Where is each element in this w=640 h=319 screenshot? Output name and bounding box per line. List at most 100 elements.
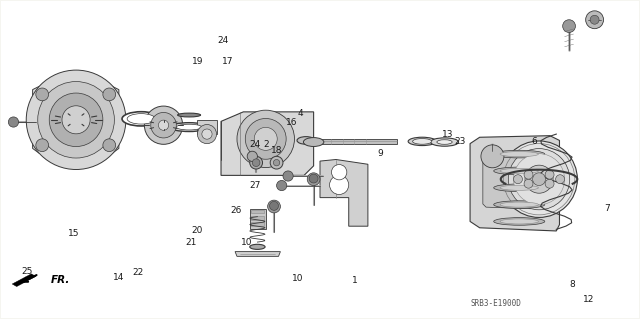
Polygon shape: [221, 112, 314, 175]
Text: 4: 4: [298, 109, 303, 118]
Ellipse shape: [36, 139, 49, 152]
Ellipse shape: [513, 175, 522, 184]
Text: 9: 9: [378, 149, 383, 158]
Ellipse shape: [508, 149, 570, 210]
Ellipse shape: [524, 179, 533, 188]
Ellipse shape: [36, 88, 49, 101]
Ellipse shape: [273, 160, 280, 166]
Ellipse shape: [431, 138, 459, 146]
Text: 20: 20: [192, 226, 203, 234]
Polygon shape: [55, 80, 100, 86]
Ellipse shape: [177, 113, 200, 117]
Ellipse shape: [197, 124, 216, 144]
Ellipse shape: [62, 106, 90, 134]
Ellipse shape: [330, 175, 349, 195]
Ellipse shape: [202, 129, 212, 139]
Ellipse shape: [493, 150, 545, 158]
Ellipse shape: [247, 151, 257, 161]
Ellipse shape: [525, 165, 553, 193]
Ellipse shape: [145, 106, 182, 144]
Bar: [250, 209, 266, 229]
Ellipse shape: [481, 145, 504, 168]
Ellipse shape: [170, 123, 208, 131]
Ellipse shape: [38, 82, 115, 158]
Ellipse shape: [307, 173, 320, 186]
Ellipse shape: [254, 127, 277, 150]
Text: 10: 10: [241, 238, 252, 247]
Ellipse shape: [103, 88, 116, 101]
Text: 22: 22: [132, 268, 143, 277]
Ellipse shape: [8, 117, 19, 127]
Ellipse shape: [524, 170, 533, 179]
Text: 6: 6: [531, 137, 537, 145]
Ellipse shape: [513, 154, 564, 205]
Polygon shape: [235, 252, 280, 256]
Text: 18: 18: [271, 146, 282, 155]
Ellipse shape: [500, 219, 538, 224]
Ellipse shape: [500, 141, 577, 218]
Text: 15: 15: [68, 229, 80, 238]
Ellipse shape: [122, 112, 161, 126]
Text: 21: 21: [186, 238, 196, 247]
Polygon shape: [470, 136, 559, 231]
Text: 27: 27: [249, 181, 260, 190]
Ellipse shape: [250, 156, 262, 169]
Text: 8: 8: [570, 280, 575, 289]
Text: 13: 13: [442, 130, 454, 139]
Polygon shape: [33, 86, 119, 153]
Ellipse shape: [545, 179, 554, 188]
Bar: [251, 222, 264, 226]
Text: 19: 19: [191, 57, 203, 66]
Ellipse shape: [408, 137, 436, 145]
Text: 7: 7: [605, 204, 611, 213]
Ellipse shape: [237, 110, 294, 167]
Polygon shape: [483, 153, 534, 209]
Polygon shape: [55, 153, 100, 160]
Ellipse shape: [413, 138, 432, 144]
Polygon shape: [12, 274, 36, 286]
Text: FR.: FR.: [51, 275, 70, 285]
Ellipse shape: [493, 167, 545, 175]
Ellipse shape: [297, 137, 315, 144]
Ellipse shape: [276, 181, 287, 191]
Ellipse shape: [493, 218, 545, 225]
Text: 24: 24: [218, 36, 228, 45]
Ellipse shape: [500, 185, 538, 190]
Bar: [314, 138, 397, 144]
Ellipse shape: [556, 175, 564, 184]
Ellipse shape: [500, 202, 538, 207]
Ellipse shape: [545, 170, 554, 179]
Text: 24: 24: [249, 140, 260, 149]
Ellipse shape: [563, 20, 575, 33]
Text: 1: 1: [352, 276, 358, 285]
Bar: [251, 210, 264, 213]
Ellipse shape: [127, 114, 156, 124]
Text: 25: 25: [22, 267, 33, 276]
Ellipse shape: [532, 173, 545, 186]
Polygon shape: [320, 160, 368, 226]
Ellipse shape: [49, 93, 103, 146]
Text: 2: 2: [263, 140, 269, 149]
Ellipse shape: [303, 137, 324, 146]
Ellipse shape: [493, 201, 545, 208]
Ellipse shape: [268, 200, 280, 213]
Ellipse shape: [283, 171, 293, 181]
Text: 16: 16: [285, 118, 297, 128]
Ellipse shape: [252, 159, 260, 167]
Ellipse shape: [103, 139, 116, 152]
Ellipse shape: [586, 11, 604, 29]
Text: SRB3-E1900D: SRB3-E1900D: [470, 299, 521, 308]
Ellipse shape: [270, 156, 283, 169]
Text: 23: 23: [455, 137, 466, 145]
Ellipse shape: [245, 118, 286, 159]
Ellipse shape: [250, 244, 265, 249]
Ellipse shape: [500, 152, 538, 157]
Ellipse shape: [159, 120, 169, 130]
Ellipse shape: [500, 168, 538, 174]
Ellipse shape: [151, 113, 176, 138]
Text: 12: 12: [582, 295, 594, 304]
Ellipse shape: [590, 15, 599, 24]
Ellipse shape: [493, 184, 545, 192]
Ellipse shape: [309, 174, 318, 183]
Text: 10: 10: [292, 274, 303, 283]
